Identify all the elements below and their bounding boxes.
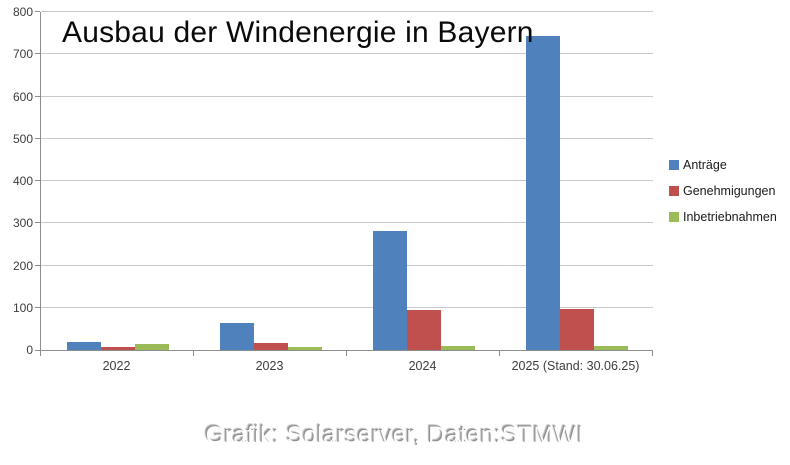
- bar-groups: [41, 12, 653, 350]
- bar: [372, 231, 407, 350]
- source-caption: Grafik: Solarserver, Daten:STMWI: [205, 422, 585, 449]
- x-axis-tick: [193, 351, 194, 356]
- y-axis-tick: [35, 264, 40, 266]
- legend-label: Genehmigungen: [683, 184, 776, 198]
- y-axis-tick: [35, 306, 40, 308]
- x-axis-label: 2022: [102, 359, 131, 373]
- legend: Anträge Genehmigungen Inbetriebnahmen: [669, 158, 777, 236]
- y-axis-label: 500: [12, 131, 33, 146]
- legend-swatch: [669, 212, 679, 222]
- legend-swatch: [669, 160, 679, 170]
- x-axis-tick: [652, 351, 653, 356]
- y-axis-label: 800: [12, 5, 33, 19]
- bar-group: [500, 12, 653, 350]
- x-axis-label: 2024: [408, 359, 437, 373]
- y-axis-tick: [35, 222, 40, 224]
- y-axis-label: 700: [12, 47, 33, 62]
- bar: [287, 346, 322, 350]
- legend-swatch: [669, 186, 679, 196]
- y-axis-label: 300: [12, 216, 33, 231]
- bar: [219, 322, 254, 350]
- y-axis-label: 600: [12, 89, 33, 104]
- y-axis-tick: [35, 350, 40, 351]
- bar-group: [194, 12, 347, 350]
- legend-item: Anträge: [669, 158, 777, 172]
- y-axis-tick: [35, 53, 40, 55]
- x-axis-label: 2025 (Stand: 30.06.25): [511, 359, 640, 373]
- y-axis-tick: [35, 11, 40, 12]
- gridline: [41, 11, 653, 12]
- bar: [559, 309, 594, 350]
- y-axis-label: 400: [12, 174, 33, 188]
- legend-label: Anträge: [683, 158, 727, 172]
- gridline: [41, 264, 653, 266]
- y-axis-tick: [35, 137, 40, 139]
- x-axis-tick: [346, 351, 347, 356]
- x-axis-tick: [40, 351, 41, 356]
- gridline: [41, 137, 653, 139]
- bar-group: [347, 12, 500, 350]
- gridline: [41, 180, 653, 181]
- gridline: [41, 306, 653, 308]
- bar: [100, 347, 135, 350]
- bar: [406, 310, 441, 350]
- gridline: [41, 53, 653, 55]
- plot-area: [40, 11, 653, 351]
- bar: [134, 344, 169, 350]
- gridline: [41, 95, 653, 97]
- bar-group: [41, 12, 194, 350]
- bar: [253, 342, 288, 350]
- y-axis-tick: [35, 180, 40, 181]
- y-axis-label: 100: [12, 300, 33, 315]
- y-axis-tick: [35, 95, 40, 97]
- x-axis-label: 2023: [255, 359, 284, 373]
- x-axis-labels: 2022 2023 2024 2025 (Stand: 30.06.25): [40, 359, 652, 373]
- chart-title: Ausbau der Windenergie in Bayern: [62, 16, 534, 49]
- bar: [525, 36, 560, 350]
- legend-item: Genehmigungen: [669, 184, 777, 198]
- legend-label: Inbetriebnahmen: [683, 210, 777, 224]
- bar: [593, 346, 628, 350]
- bar: [66, 342, 101, 350]
- gridline: [41, 222, 653, 224]
- bar: [440, 345, 475, 350]
- y-axis-label: 0: [26, 343, 33, 357]
- y-axis-label: 200: [12, 258, 33, 273]
- x-axis-tick: [499, 351, 500, 356]
- legend-item: Inbetriebnahmen: [669, 210, 777, 224]
